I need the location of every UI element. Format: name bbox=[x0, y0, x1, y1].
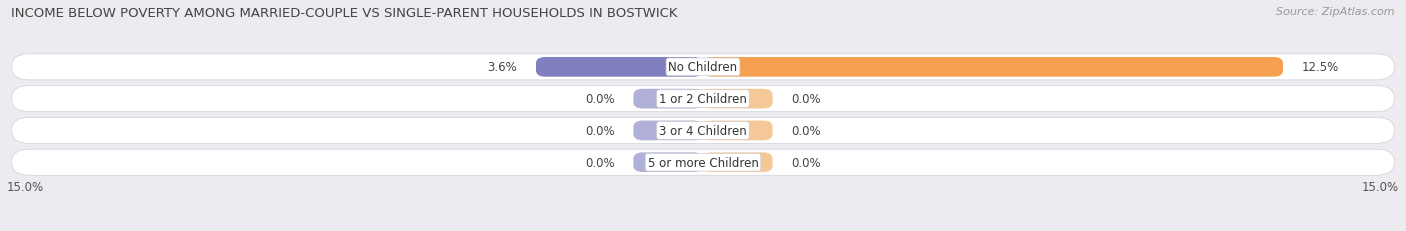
FancyBboxPatch shape bbox=[633, 121, 703, 141]
FancyBboxPatch shape bbox=[703, 89, 773, 109]
FancyBboxPatch shape bbox=[633, 89, 703, 109]
FancyBboxPatch shape bbox=[703, 153, 773, 172]
FancyBboxPatch shape bbox=[633, 153, 703, 172]
FancyBboxPatch shape bbox=[11, 86, 1395, 112]
FancyBboxPatch shape bbox=[11, 149, 1395, 176]
Text: 0.0%: 0.0% bbox=[792, 93, 821, 106]
FancyBboxPatch shape bbox=[703, 58, 1282, 77]
FancyBboxPatch shape bbox=[11, 55, 1395, 81]
Text: 3 or 4 Children: 3 or 4 Children bbox=[659, 124, 747, 137]
Text: 3.6%: 3.6% bbox=[488, 61, 517, 74]
Text: 0.0%: 0.0% bbox=[792, 124, 821, 137]
Text: 12.5%: 12.5% bbox=[1302, 61, 1339, 74]
FancyBboxPatch shape bbox=[11, 118, 1395, 144]
Text: 5 or more Children: 5 or more Children bbox=[648, 156, 758, 169]
FancyBboxPatch shape bbox=[703, 121, 773, 141]
Text: 0.0%: 0.0% bbox=[585, 156, 614, 169]
Text: 0.0%: 0.0% bbox=[585, 93, 614, 106]
Text: 15.0%: 15.0% bbox=[7, 180, 44, 193]
FancyBboxPatch shape bbox=[536, 58, 703, 77]
Text: 1 or 2 Children: 1 or 2 Children bbox=[659, 93, 747, 106]
Text: No Children: No Children bbox=[668, 61, 738, 74]
Text: 0.0%: 0.0% bbox=[792, 156, 821, 169]
Text: INCOME BELOW POVERTY AMONG MARRIED-COUPLE VS SINGLE-PARENT HOUSEHOLDS IN BOSTWIC: INCOME BELOW POVERTY AMONG MARRIED-COUPL… bbox=[11, 7, 678, 20]
Text: 15.0%: 15.0% bbox=[1362, 180, 1399, 193]
Text: Source: ZipAtlas.com: Source: ZipAtlas.com bbox=[1277, 7, 1395, 17]
Text: 0.0%: 0.0% bbox=[585, 124, 614, 137]
